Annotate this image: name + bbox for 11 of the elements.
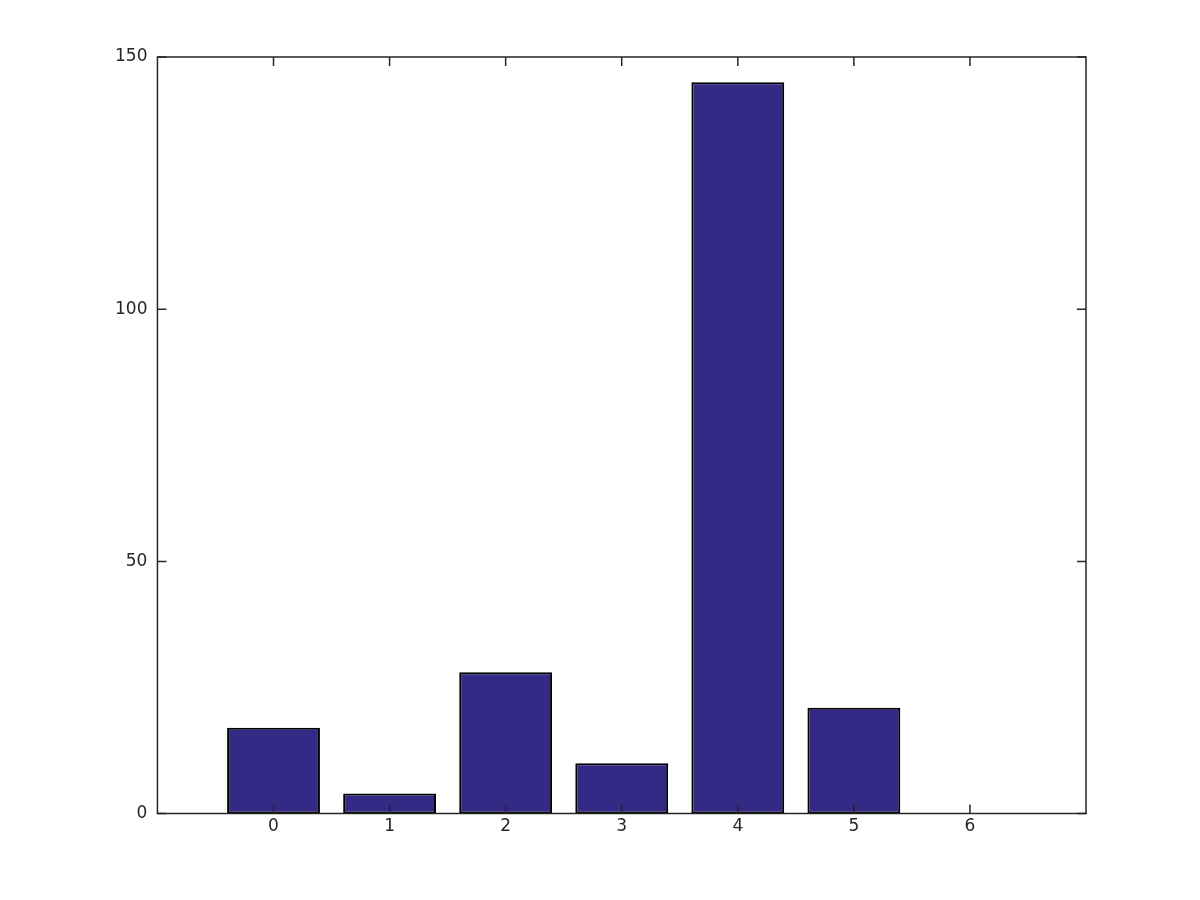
x-tick-label: 1 bbox=[384, 815, 395, 836]
x-tick-label: 0 bbox=[268, 815, 279, 836]
x-tick-label: 2 bbox=[500, 815, 512, 836]
y-tick-label: 0 bbox=[136, 802, 148, 823]
x-tick-label: 4 bbox=[732, 815, 744, 836]
y-tick-label: 100 bbox=[114, 297, 148, 318]
y-tick-label: 50 bbox=[125, 549, 148, 570]
y-tick-label: 150 bbox=[114, 45, 148, 66]
x-tick-label: 6 bbox=[964, 815, 976, 836]
x-tick-label: 3 bbox=[616, 815, 628, 836]
x-tick-label: 5 bbox=[848, 815, 860, 836]
